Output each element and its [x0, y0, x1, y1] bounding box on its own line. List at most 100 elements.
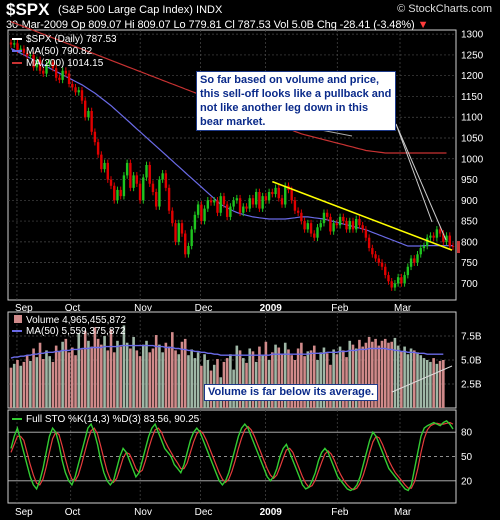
volume-bar: [74, 355, 77, 408]
sto-k-line: [10, 420, 454, 492]
price-tick-label: 1000: [461, 154, 484, 165]
volume-bar: [287, 349, 290, 408]
chart-title: $SPX: [6, 0, 50, 19]
candle-body: [180, 223, 184, 234]
sto-legend: Full STO %K(14,3) %D(3) 83.56, 90.25: [26, 414, 200, 425]
candle-body: [309, 223, 313, 234]
candle-body: [419, 248, 422, 255]
candle-body: [25, 52, 29, 56]
volume-bar: [129, 348, 132, 408]
volume-bar: [332, 349, 335, 408]
volume-bar: [183, 338, 187, 408]
candle-body: [148, 165, 151, 184]
volume-bar: [48, 356, 52, 408]
candle-body: [145, 165, 148, 178]
volume-bar: [145, 340, 148, 408]
volume-bar: [342, 350, 345, 408]
price-panel: 1300 1250 1200 1150 1100 1050 1000 950 900 850 800…: [7, 21, 484, 301]
candle-body: [135, 175, 139, 184]
volume-bar: [138, 356, 142, 408]
candle-body: [384, 266, 387, 276]
annotation-pointer: [395, 123, 433, 223]
candle-body: [358, 219, 361, 226]
candle-body: [271, 192, 274, 195]
volume-legend-item: MA(50) 5,559,375,872: [26, 326, 126, 337]
volume-bar: [167, 346, 171, 408]
volume-bar: [112, 352, 116, 408]
candle-body: [154, 192, 158, 207]
candle-body: [119, 189, 122, 197]
candle-body: [84, 100, 87, 118]
volume-bar: [35, 357, 39, 408]
volume-bar: [90, 346, 93, 408]
volume-bar: [309, 350, 313, 408]
candle-body: [267, 192, 271, 201]
volume-bar: [425, 360, 429, 408]
candle-body: [32, 54, 35, 68]
candle-body: [177, 223, 180, 242]
volume-bar: [106, 350, 110, 408]
candle-body: [355, 219, 358, 230]
stats-line: 30-Mar-2009 Op 809.07 Hi 809.07 Lo 779.8…: [6, 19, 428, 31]
open-label: Op 809.07: [70, 19, 122, 31]
stockcharts-logo: © StockCharts.com: [397, 3, 492, 15]
annotation-pointer: [391, 365, 453, 393]
candle-body: [335, 223, 339, 226]
candle-body: [19, 48, 22, 50]
annotation-pointer: [395, 123, 447, 241]
candle-body: [229, 206, 232, 217]
candle-body: [432, 235, 435, 238]
volume-bar: [87, 340, 90, 408]
candle-body: [190, 229, 193, 246]
candle-body: [113, 185, 116, 201]
volume-bar: [77, 333, 81, 408]
candle-body: [380, 262, 384, 267]
volume-bar: [158, 344, 161, 408]
sto-tick-label: 50: [461, 452, 473, 463]
candle-body: [409, 258, 413, 267]
change-down-icon: ▼: [417, 19, 429, 31]
candle-body: [100, 154, 103, 170]
index-name: (S&P 500 Large Cap Index): [58, 4, 193, 16]
volume-bar: [283, 342, 287, 408]
volume-bar: [412, 350, 416, 408]
volume-bar: [306, 351, 310, 408]
ma50-line: [10, 48, 453, 247]
price-tick-label: 1150: [461, 92, 483, 103]
volume-bar: [151, 348, 155, 408]
candle-body: [196, 204, 200, 215]
candle-body: [167, 187, 171, 211]
volume-bar: [387, 342, 390, 408]
candle-body: [129, 162, 132, 188]
price-tick-label: 1300: [461, 30, 484, 41]
close-label: Cl 787.53: [224, 19, 271, 31]
price-legend-item: MA(50) 790.82: [26, 46, 93, 57]
price-tick-label: 950: [461, 175, 478, 186]
candle-body: [184, 233, 187, 255]
volume-bar: [364, 342, 368, 408]
volume-bar: [396, 345, 400, 408]
volume-tick-label: 7.5B: [461, 332, 482, 343]
sto-tick-label: 80: [461, 428, 473, 439]
volume-bar: [406, 354, 410, 408]
candle-body: [158, 179, 161, 207]
volume-bar: [171, 332, 174, 408]
candle-body: [367, 237, 371, 249]
candle-body: [342, 216, 345, 222]
volume-bar: [241, 358, 245, 408]
candle-body: [200, 204, 203, 222]
candle-body: [225, 204, 229, 217]
volume-bar: [361, 346, 364, 408]
candle-body: [258, 192, 261, 209]
candle-body: [254, 192, 258, 205]
volume-bar: [154, 335, 158, 408]
volume-bar: [422, 358, 426, 408]
volume-bar: [100, 344, 103, 408]
candle-body: [306, 223, 310, 230]
volume-bar: [22, 361, 26, 408]
candle-body: [80, 90, 84, 101]
volume-bar: [161, 352, 164, 408]
candle-body: [48, 62, 51, 65]
volume-bar: [403, 346, 406, 408]
